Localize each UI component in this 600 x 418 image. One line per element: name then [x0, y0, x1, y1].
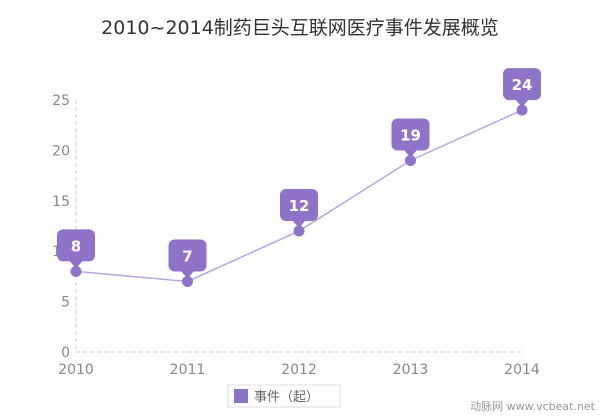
bubble-pointer: [403, 149, 418, 158]
y-tick-label: 20: [52, 143, 70, 159]
bubble-body: [391, 118, 430, 151]
y-tick-label: 5: [61, 295, 70, 311]
x-tick-label: 2010: [58, 362, 94, 378]
x-tick-label: 2013: [393, 362, 429, 378]
bubble-body: [168, 239, 207, 272]
data-point: [182, 275, 193, 287]
x-tick-label: 2014: [504, 362, 540, 378]
data-point: [516, 104, 528, 116]
x-tick-label: 2012: [281, 362, 317, 378]
data-label-bubble: 12: [280, 189, 318, 229]
data-point: [405, 154, 416, 166]
legend-box: [227, 384, 341, 408]
data-label-bubble: 19: [391, 118, 430, 158]
bubble-body: [280, 189, 318, 222]
data-label: 19: [400, 126, 421, 144]
data-point: [70, 265, 82, 277]
bubble-pointer: [180, 270, 195, 279]
bubble-pointer: [515, 99, 529, 108]
chart-title: 2010~2014制药巨头互联网医疗事件发展概览: [101, 17, 499, 39]
watermark: 动脉网 www.vcbeat.net: [470, 399, 596, 413]
data-label-bubble: 8: [57, 229, 95, 269]
bubble-body: [57, 229, 95, 262]
data-label: 12: [289, 197, 310, 215]
data-label: 8: [71, 237, 81, 255]
data-point: [293, 225, 305, 237]
y-tick-label: 25: [52, 93, 70, 109]
y-tick-label: 0: [61, 345, 70, 361]
data-label: 7: [182, 247, 192, 265]
bubble-body: [503, 68, 541, 101]
data-label-bubble: 24: [503, 68, 541, 108]
legend-label: 事件（起）: [254, 390, 319, 405]
x-tick-label: 2011: [170, 362, 206, 378]
data-label: 24: [512, 76, 533, 94]
y-tick-label: 15: [52, 194, 70, 210]
data-label-bubble: 7: [168, 239, 207, 279]
bubble-pointer: [69, 260, 83, 269]
bubble-pointer: [292, 220, 306, 229]
legend-swatch: [234, 389, 248, 403]
legend[interactable]: 事件（起）: [227, 384, 341, 408]
